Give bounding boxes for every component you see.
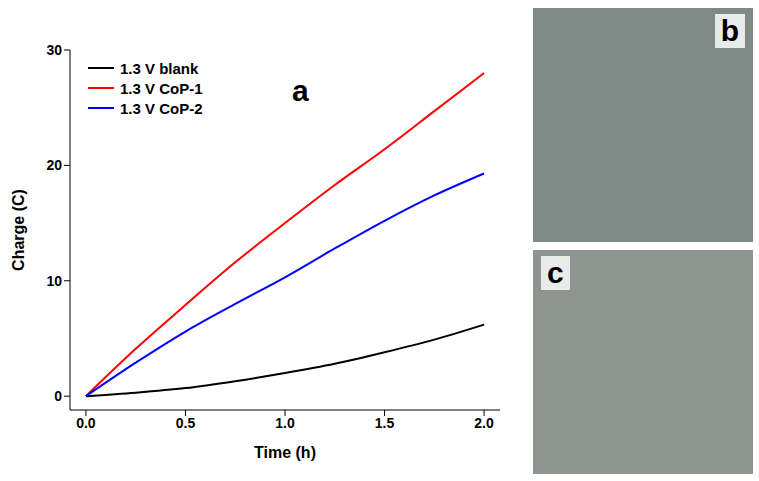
svg-text:Time (h): Time (h) [254,444,316,461]
html-text:1.3 V CoP-1: 1.3 V CoP-1 [120,79,203,97]
svg-text:2.0: 2.0 [474,415,494,431]
svg-text:0.5: 0.5 [176,415,196,431]
svg-text:10: 10 [46,273,62,289]
html-text:b: b [720,14,739,47]
html-text:1.3 V CoP-2: 1.3 V CoP-2 [120,99,203,117]
svg-text:20: 20 [46,157,62,173]
html-text:1.3 V blank: 1.3 V blank [120,59,199,77]
svg-text:30: 30 [46,42,62,58]
svg-text:Charge (C): Charge (C) [10,189,27,271]
html-text:a: a [292,74,309,107]
svg-text:1.0: 1.0 [275,415,295,431]
svg-text:1.5: 1.5 [375,415,395,431]
html-text:c: c [547,256,564,289]
svg-text:0.0: 0.0 [76,415,96,431]
svg-text:0: 0 [54,388,62,404]
